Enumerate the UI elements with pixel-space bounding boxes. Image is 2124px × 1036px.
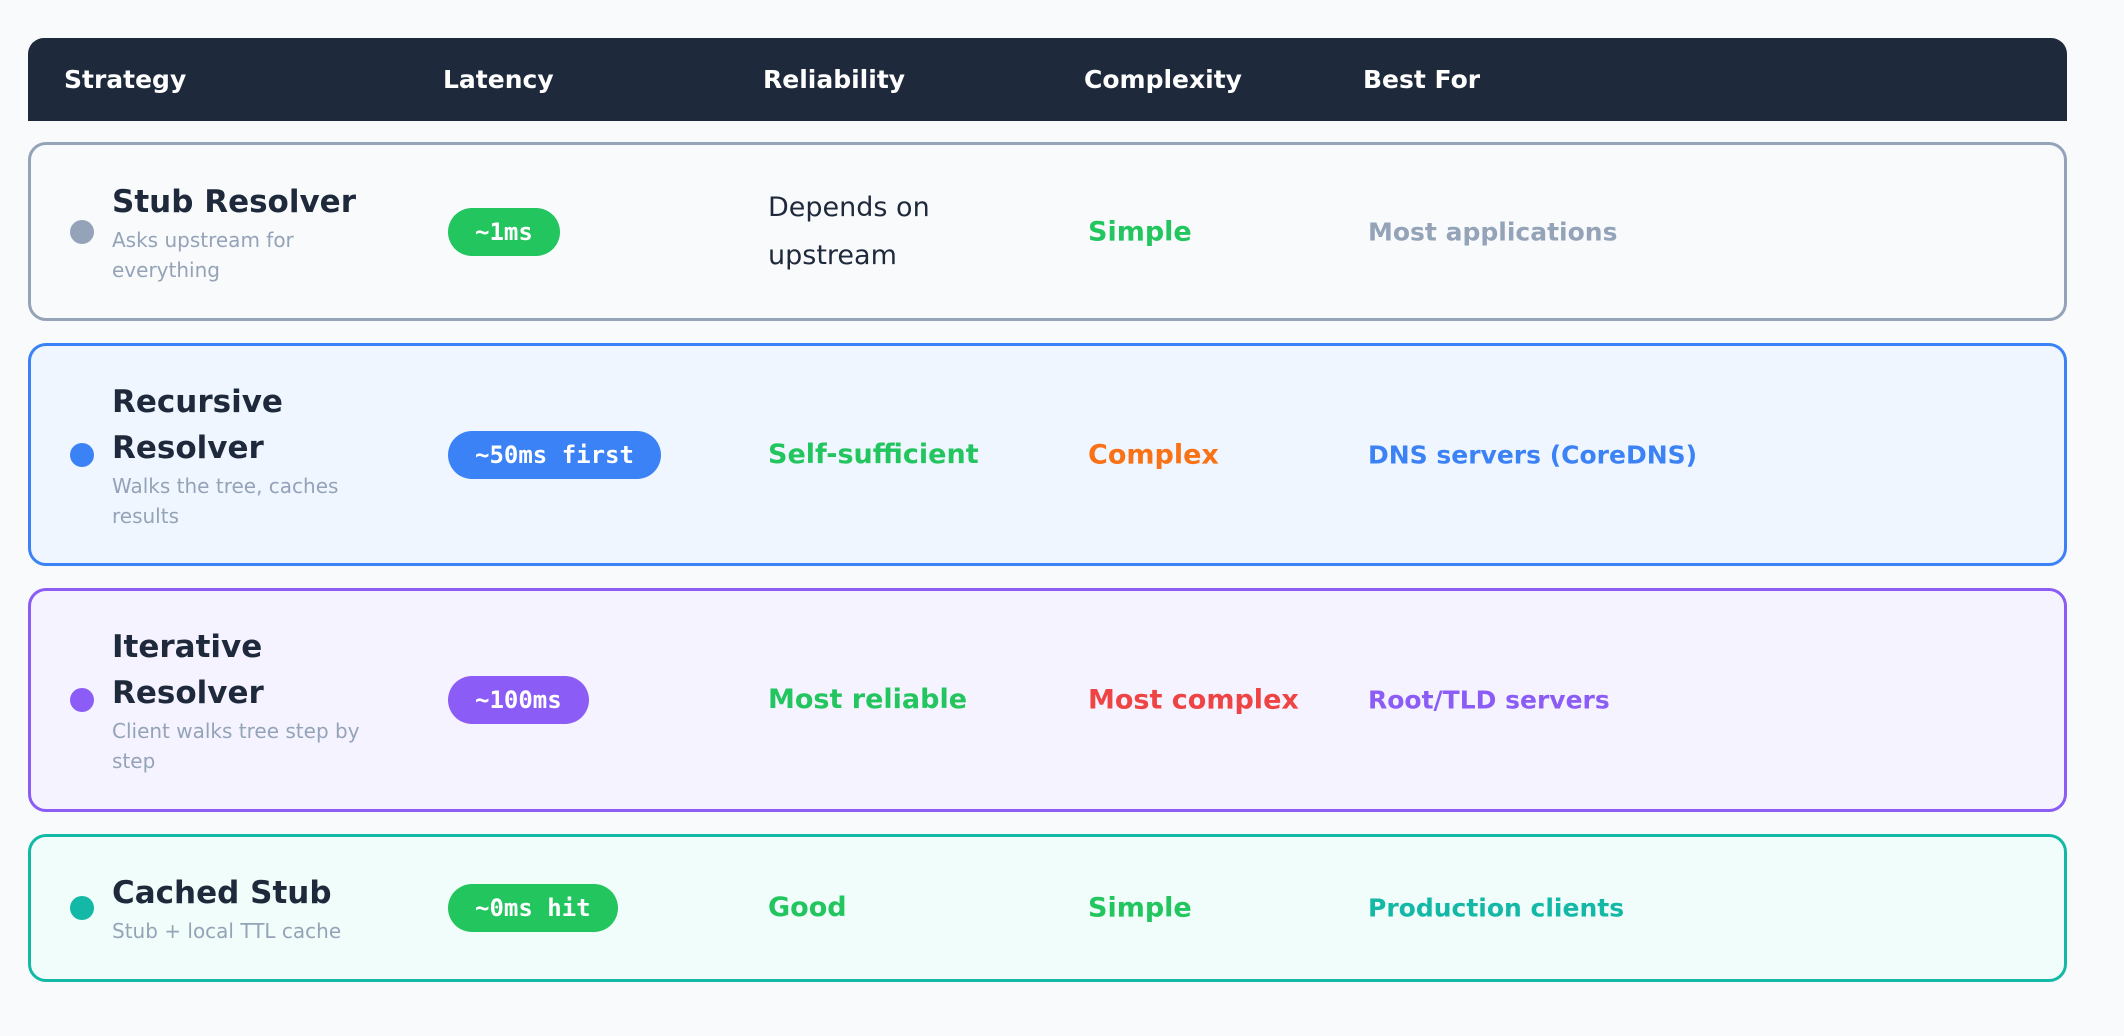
reliability: Good [768,892,847,923]
strategy-description: Stub + local TTL cache [112,919,342,943]
strategy-description: Asks upstream for everything [112,227,294,282]
strategy-name: Cached Stub [112,875,332,911]
status-dot [70,442,94,467]
latency-badge: ~1ms [448,207,560,256]
table-row: Stub Resolver Asks upstream for everythi… [28,142,2067,321]
reliability: Self-sufficient [768,438,979,470]
best-for: Most applications [1368,217,1618,246]
strategy-cell: Cached Stub Stub + local TTL cache [112,870,382,946]
complexity: Most complex [1088,684,1299,716]
best-for: Root/TLD servers [1368,685,1610,715]
status-dot [70,896,94,920]
header-cell: Complexity [1084,65,1242,94]
reliability: Depends on upstream [768,191,930,271]
latency-badge: ~100ms [448,676,589,724]
complexity: Simple [1088,892,1192,924]
strategy-name: Iterative Resolver [112,629,264,711]
complexity: Complex [1088,439,1219,470]
strategy-name: Recursive Resolver [112,383,283,466]
header-cell: Latency [443,65,554,94]
header-cell: Best For [1363,65,1481,94]
table-header: Strategy Latency Reliability Complexity … [28,38,2067,121]
table-row: Iterative Resolver Client walks tree ste… [28,588,2067,812]
header-cell: Reliability [763,65,906,94]
strategy-cell: Stub Resolver Asks upstream for everythi… [112,179,382,285]
table-row: Recursive Resolver Walks the tree, cache… [28,343,2067,566]
strategy-cell: Recursive Resolver Walks the tree, cache… [112,379,382,531]
strategy-name: Stub Resolver [112,183,356,220]
header-cell: Strategy [64,65,187,94]
best-for: DNS servers (CoreDNS) [1368,440,1698,469]
strategy-description: Client walks tree step by step [112,719,360,773]
complexity: Simple [1088,216,1192,247]
latency-badge: ~50ms first [448,430,661,479]
table-row: Cached Stub Stub + local TTL cache ~0ms … [28,834,2067,982]
latency-badge: ~0ms hit [448,884,618,932]
reliability: Most reliable [768,684,968,715]
status-dot [70,219,94,244]
strategy-description: Walks the tree, caches results [112,473,339,528]
best-for: Production clients [1368,893,1625,923]
status-dot [70,688,94,712]
strategy-cell: Iterative Resolver Client walks tree ste… [112,624,382,776]
